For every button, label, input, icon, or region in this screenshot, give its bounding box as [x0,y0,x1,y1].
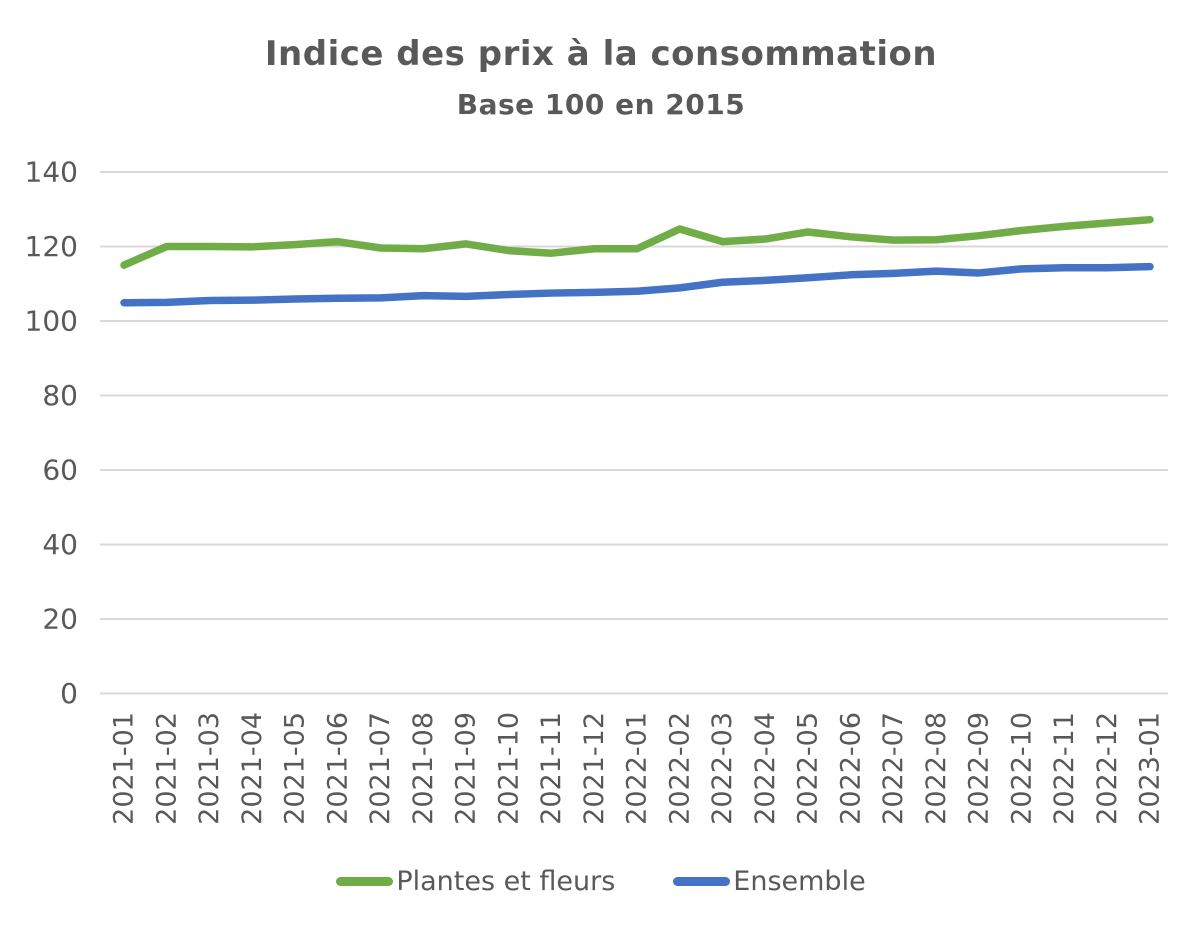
x-axis-tick-label: 2022-09 [964,712,995,825]
y-axis-tick-label: 120 [25,230,78,263]
x-axis-tick-label: 2022-12 [1092,712,1123,825]
x-axis-tick-label: 2022-07 [878,712,909,825]
x-axis-tick-label: 2022-10 [1006,712,1037,825]
legend: Plantes et fleurs Ensemble [0,866,1202,897]
y-axis-tick-label: 100 [25,305,78,338]
x-axis-tick-label: 2022-01 [622,712,653,825]
x-axis-tick-label: 2021-08 [408,712,439,825]
chart-title: Indice des prix à la consommation [264,34,938,74]
x-axis-tick-label: 2022-08 [921,712,952,825]
x-axis-tick-label: 2021-11 [536,712,567,825]
x-axis-tick-label: 2021-05 [280,712,311,825]
series-line-plantes-et-fleurs [120,215,1154,269]
y-axis-tick-label: 40 [42,528,78,561]
x-axis-tick-label: 2022-06 [835,712,866,825]
x-axis-tick-label: 2022-05 [793,712,824,825]
y-axis-tick-label: 140 [25,156,78,189]
x-axis-tick-label: 2021-01 [109,712,140,825]
x-axis-tick-label: 2021-09 [451,712,482,825]
series-line-ensemble [120,262,1154,307]
x-axis-tick-label: 2021-02 [151,712,182,825]
legend-label: Plantes et fleurs [396,866,616,897]
x-axis-tick-label: 2022-03 [707,712,738,825]
x-axis-tick-label: 2021-10 [493,712,524,825]
x-axis-tick-label: 2021-04 [237,712,268,825]
x-axis-tick-label: 2022-11 [1049,712,1080,825]
x-axis-tick-label: 2023-01 [1135,712,1166,825]
x-axis-tick-label: 2022-04 [750,712,781,825]
y-axis-tick-label: 60 [42,454,78,487]
x-axis-tick-label: 2021-03 [194,712,225,825]
legend-item-plantes-et-fleurs[interactable]: Plantes et fleurs [336,866,615,897]
legend-item-ensemble[interactable]: Ensemble [673,866,866,897]
x-axis-tick-label: 2021-06 [322,712,353,825]
x-axis-tick-label: 2022-02 [664,712,695,825]
x-axis-tick-label: 2021-07 [365,712,396,825]
chart-subtitle: Base 100 en 2015 [456,88,746,121]
legend-label: Ensemble [733,866,866,897]
y-axis-tick-label: 20 [42,603,78,636]
legend-swatch-green-line-icon [336,877,394,886]
legend-swatch-blue-line-icon [673,877,731,886]
y-axis-tick-label: 0 [60,677,78,710]
y-axis-tick-label: 80 [42,379,78,412]
x-axis-tick-label: 2021-12 [579,712,610,825]
